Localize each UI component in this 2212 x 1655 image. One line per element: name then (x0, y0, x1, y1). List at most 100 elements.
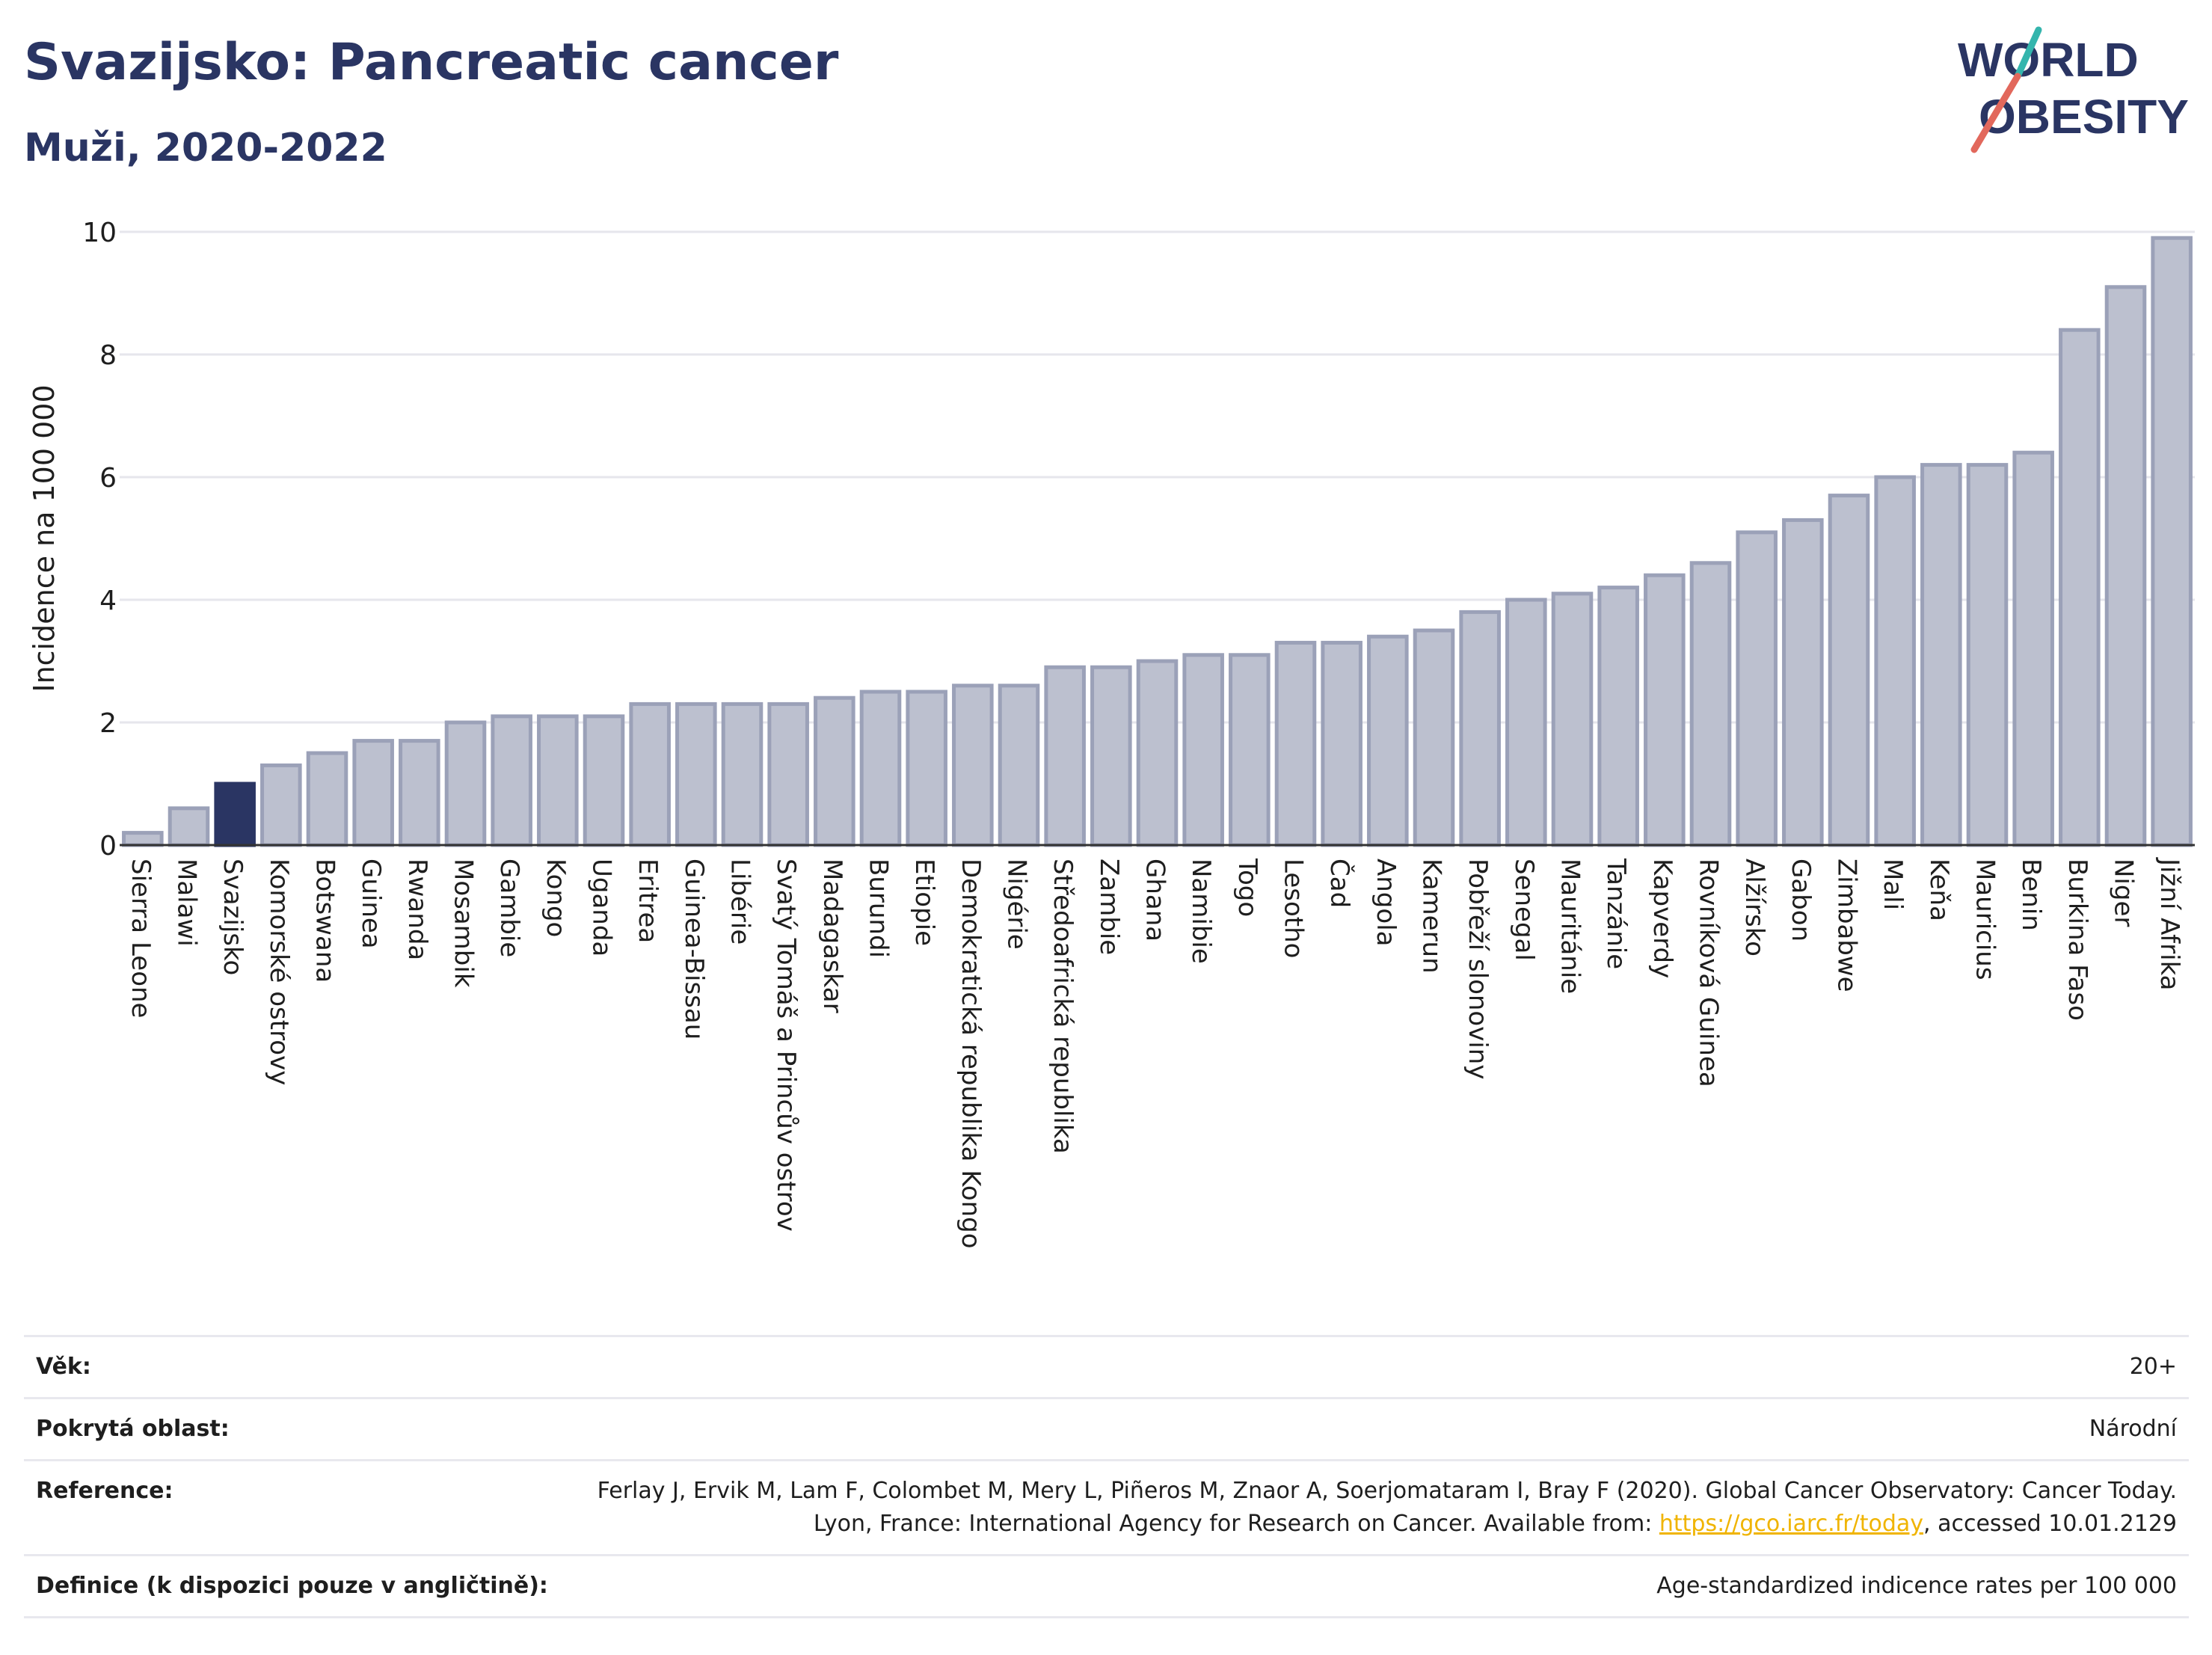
bar (352, 739, 394, 847)
bar (399, 739, 440, 847)
bar (814, 696, 855, 847)
x-tick-label: Čad (1324, 859, 1355, 908)
x-tick-label: Lesotho (1279, 859, 1309, 958)
x-tick-label: Rwanda (402, 859, 432, 960)
bar (1966, 463, 2009, 847)
bar (1551, 592, 1594, 847)
y-tick-label: 0 (99, 831, 117, 862)
bar (952, 684, 994, 847)
y-axis-label: Incidence na 100 000 (28, 384, 61, 692)
bar-chart: 0 2 4 6 8 10 Sierra Leone Malawi Svazijsko Komor… (28, 218, 2195, 1249)
bar (1413, 628, 1455, 847)
bar (1229, 653, 1271, 847)
bar-highlighted (214, 782, 256, 847)
bar (1505, 598, 1547, 847)
y-tick-label: 4 (99, 586, 117, 616)
bar (859, 690, 902, 847)
bar (998, 684, 1040, 847)
bar (260, 763, 302, 847)
bar (1597, 586, 1639, 847)
x-tick-label: Demokratická republika Kongo (956, 859, 986, 1249)
x-tick-label: Burkina Faso (2062, 859, 2092, 1021)
x-tick-label: Sierra Leone (126, 859, 156, 1018)
x-tick-label: Etiopie (909, 859, 939, 946)
world-obesity-logo: WORLD OBESITY (1958, 26, 2189, 153)
x-tick-label: Tanzánie (1601, 858, 1631, 969)
x-tick-label: Guinea (356, 859, 386, 949)
bar (168, 806, 210, 847)
meta-label: Věk: (36, 1354, 91, 1380)
bar (906, 690, 947, 847)
x-tick-label: Pobřeží slonoviny (1463, 859, 1493, 1079)
bar (721, 701, 764, 847)
bar (1136, 659, 1179, 847)
bar (1782, 518, 1824, 847)
meta-label: Reference: (36, 1478, 173, 1504)
meta-row-coverage: Pokrytá oblast: Národní (24, 1397, 2189, 1459)
reference-accessed: , accessed 10.01.2129 (1923, 1511, 2177, 1537)
bar (1874, 475, 1916, 847)
x-tick-label: Kongo (541, 859, 571, 937)
x-tick-labels: Sierra Leone Malawi Svazijsko Komorské ostr… (126, 857, 2184, 1249)
x-tick-label: Senegal (1509, 859, 1539, 961)
bar (444, 720, 487, 847)
x-tick-label: Eritrea (633, 859, 663, 943)
bar (2012, 450, 2054, 847)
reference-link[interactable]: https://gco.iarc.fr/today (1659, 1511, 1924, 1537)
x-tick-label: Kapverdy (1647, 859, 1677, 978)
bar (1644, 573, 1686, 847)
bar (1736, 530, 1778, 847)
meta-value: 20+ (2129, 1354, 2177, 1380)
x-tick-label: Niger (2109, 859, 2139, 927)
x-tick-label: Gabon (1786, 859, 1816, 942)
meta-label: Pokrytá oblast: (36, 1416, 230, 1442)
meta-row-reference: Reference: Ferlay J, Ervik M, Lam F, Col… (24, 1459, 2189, 1554)
x-tick-label: Madagaskar (817, 859, 847, 1013)
bar (1321, 640, 1362, 847)
x-tick-label: Benin (2016, 859, 2046, 931)
meta-label: Definice (k dispozici pouze v angličtině… (36, 1573, 548, 1599)
x-tick-label: Alžírsko (1739, 859, 1769, 957)
metadata-table: Věk: 20+ Pokrytá oblast: Národní Referen… (24, 1335, 2189, 1618)
page-title: Svazijsko: Pancreatic cancer (24, 33, 839, 92)
bar (1920, 463, 1962, 847)
meta-value-reference: Ferlay J, Ervik M, Lam F, Colombet M, Me… (577, 1475, 2177, 1541)
x-tick-label: Svatý Tomáš a Princův ostrov (771, 859, 801, 1232)
x-tick-label: Komorské ostrovy (264, 859, 294, 1085)
bar (1459, 610, 1501, 847)
x-tick-label: Nigérie (1002, 859, 1032, 950)
x-tick-label: Zimbabwe (1832, 859, 1862, 992)
bar (2151, 236, 2193, 847)
x-tick-label: Uganda (587, 859, 617, 957)
meta-row-definition: Definice (k dispozici pouze v angličtině… (24, 1554, 2189, 1618)
y-tick-labels: 0 2 4 6 8 10 (82, 218, 117, 862)
y-tick-label: 6 (99, 463, 117, 494)
y-tick-label: 8 (99, 340, 117, 371)
bar (2059, 328, 2101, 847)
bar (1828, 494, 1870, 847)
bar (629, 701, 671, 847)
x-tick-label: Mauritánie (1555, 859, 1585, 994)
x-tick-label: Jižní Afrika (2154, 857, 2184, 991)
bar (583, 714, 625, 847)
meta-row-age: Věk: 20+ (24, 1335, 2189, 1397)
page-subtitle: Muži, 2020-2022 (24, 126, 387, 171)
x-tick-label: Mosambik (449, 859, 479, 988)
bar (1367, 634, 1409, 847)
logo-slash-red (1970, 73, 2021, 153)
logo-text-obesity: OBESITY (1979, 90, 2189, 144)
y-tick-label: 2 (99, 708, 117, 739)
x-tick-label: Zambie (1094, 859, 1124, 955)
x-tick-label: Gambie (494, 859, 524, 957)
x-tick-label: Keňa (1924, 859, 1954, 921)
bar (491, 714, 532, 847)
x-tick-label: Namibie (1186, 859, 1216, 964)
bar (1182, 653, 1224, 847)
x-tick-label: Rovníková Guinea (1694, 859, 1724, 1087)
x-tick-label: Libérie (725, 859, 755, 945)
bar (1274, 640, 1317, 847)
meta-value: Age-standardized indicence rates per 100… (1656, 1573, 2177, 1599)
logo-slash-teal (2014, 26, 2042, 80)
x-tick-label: Togo (1232, 858, 1262, 917)
bar (675, 701, 717, 847)
